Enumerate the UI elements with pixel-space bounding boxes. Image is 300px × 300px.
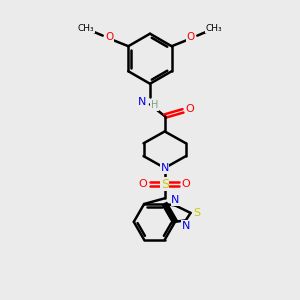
- Text: O: O: [105, 32, 113, 42]
- Text: N: N: [160, 163, 169, 173]
- Text: N: N: [182, 220, 190, 231]
- Text: H: H: [151, 100, 158, 110]
- Text: S: S: [161, 178, 169, 191]
- Text: CH₃: CH₃: [206, 24, 222, 33]
- Text: O: O: [139, 179, 148, 189]
- Text: O: O: [185, 104, 194, 114]
- Text: CH₃: CH₃: [78, 24, 94, 33]
- Text: S: S: [194, 208, 201, 218]
- Text: O: O: [182, 179, 190, 189]
- Text: N: N: [171, 195, 180, 205]
- Text: O: O: [187, 32, 195, 42]
- Text: N: N: [138, 97, 146, 107]
